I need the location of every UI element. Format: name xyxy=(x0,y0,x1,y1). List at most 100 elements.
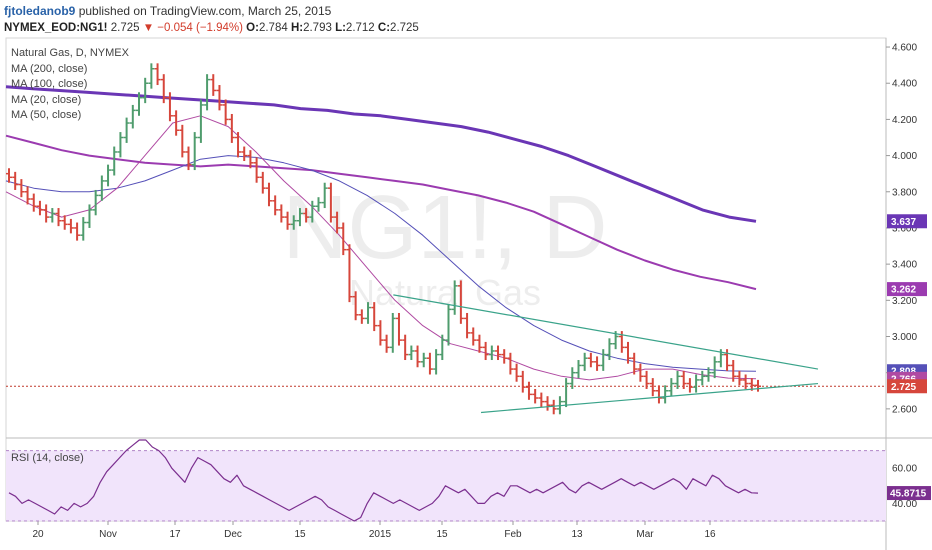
price-bar xyxy=(55,208,62,227)
price-bar xyxy=(513,363,520,382)
rsi-title[interactable]: RSI (14, close) xyxy=(11,452,84,464)
price-bar xyxy=(377,320,384,346)
price-bar xyxy=(92,189,99,216)
price-bar xyxy=(129,104,136,129)
rsi-value-label: 45.8715 xyxy=(887,486,931,501)
price-bar xyxy=(303,208,310,223)
price-bar xyxy=(185,146,192,171)
rsi-label-bg xyxy=(887,486,931,501)
price-bar xyxy=(414,345,421,368)
price-bar xyxy=(173,110,180,136)
price-bar xyxy=(30,193,37,212)
price-bar xyxy=(501,349,508,364)
price-bar xyxy=(637,363,644,382)
price-bar xyxy=(631,352,638,375)
price-bar xyxy=(74,222,81,241)
price-bar xyxy=(693,374,700,393)
price-bar xyxy=(18,179,25,198)
ohlc-line: NYMEX_EOD:NG1! 2.725 ▼ −0.054 (−1.94%) O… xyxy=(4,22,419,34)
x-tick-label: 17 xyxy=(169,529,181,540)
symbol-name: NYMEX_EOD:NG1! xyxy=(4,22,108,34)
price-bar xyxy=(451,280,458,315)
price-bar xyxy=(482,341,489,361)
close-label: C: xyxy=(377,22,391,34)
price-bar xyxy=(420,352,427,368)
ma50-line xyxy=(5,155,757,372)
author-link[interactable]: fjtoledanob9 xyxy=(4,4,76,18)
price-bar xyxy=(315,197,322,212)
price-bar xyxy=(253,157,260,183)
price-bar xyxy=(525,381,532,400)
price-axis-label: 2.725 xyxy=(887,379,927,394)
x-tick-label: Mar xyxy=(636,529,654,540)
price-bar xyxy=(327,182,334,223)
price-bar xyxy=(643,370,650,389)
y-tick-label: 3.800 xyxy=(892,187,917,198)
y-tick-label: 2.600 xyxy=(892,404,917,415)
chart-legend: Natural Gas, D, NYMEX MA (200, close) MA… xyxy=(11,46,129,124)
price-bar xyxy=(532,388,539,404)
legend-ma200[interactable]: MA (200, close) xyxy=(11,62,88,75)
price-label-text: 3.262 xyxy=(891,285,916,296)
price-bar xyxy=(699,370,706,386)
x-tick-label: 13 xyxy=(571,529,583,540)
price-bar xyxy=(123,117,130,143)
y-tick-label: 3.000 xyxy=(892,332,917,343)
low-label: L: xyxy=(335,22,346,34)
price-bar xyxy=(569,367,576,389)
high-label: H: xyxy=(290,22,304,34)
price-bar xyxy=(321,182,328,209)
price-bar xyxy=(519,370,526,393)
price-bar xyxy=(309,200,316,223)
legend-ma100[interactable]: MA (100, close) xyxy=(11,78,88,90)
price-bar xyxy=(402,334,409,361)
x-tick-label: Feb xyxy=(504,529,522,540)
price-bar xyxy=(488,345,495,361)
price-bar xyxy=(426,352,433,375)
price-bar xyxy=(284,211,291,230)
price-bar xyxy=(705,367,712,382)
price-bar xyxy=(278,204,285,223)
price-bar xyxy=(730,360,737,382)
price-bar xyxy=(49,208,56,223)
price-bar xyxy=(606,338,613,361)
last-price: 2.725 xyxy=(110,22,140,34)
price-bar xyxy=(12,171,19,190)
y-tick-label: 4.400 xyxy=(892,79,917,90)
x-tick-label: 16 xyxy=(704,529,716,540)
price-bar xyxy=(36,200,43,216)
price-bar xyxy=(439,334,446,361)
y-tick-label: 4.200 xyxy=(892,115,917,126)
x-tick-label: 20 xyxy=(32,529,44,540)
price-bar xyxy=(587,352,594,368)
lower-trendline xyxy=(480,382,819,414)
price-bar xyxy=(346,244,353,303)
rsi-tick-label: 40.00 xyxy=(892,499,917,510)
price-bar xyxy=(433,349,440,375)
close-value: 2.725 xyxy=(390,22,419,34)
price-bar xyxy=(80,217,87,241)
price-bar xyxy=(389,312,396,353)
open-value: 2.784 xyxy=(258,22,288,34)
x-tick-label: Nov xyxy=(99,529,117,540)
legend-ma50[interactable]: MA (50, close) xyxy=(11,109,82,121)
low-value: 2.712 xyxy=(345,22,375,34)
legend-ma20[interactable]: MA (20, close) xyxy=(11,93,82,106)
price-bar xyxy=(538,392,545,408)
price-bar xyxy=(563,378,570,408)
rsi-label-text: 45.8715 xyxy=(890,489,927,500)
price-bar xyxy=(43,204,50,223)
x-tick-label: 15 xyxy=(294,529,306,540)
price-bar xyxy=(235,132,242,158)
price-bar xyxy=(408,345,415,361)
price-bar xyxy=(24,186,31,205)
price-bar xyxy=(680,370,687,389)
price-bar xyxy=(117,132,124,158)
y-tick-label: 3.600 xyxy=(892,223,917,234)
price-bar xyxy=(395,312,402,346)
rsi-line xyxy=(8,439,759,522)
chart-header: fjtoledanob9 published on TradingView.co… xyxy=(0,0,932,38)
price-bar xyxy=(210,74,217,96)
price-bar xyxy=(259,171,266,194)
